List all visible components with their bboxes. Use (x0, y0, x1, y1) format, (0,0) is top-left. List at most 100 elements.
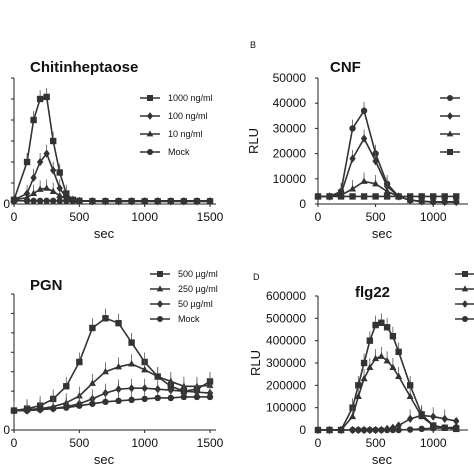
data-point (128, 384, 135, 393)
data-point (128, 197, 135, 205)
data-point (314, 426, 322, 434)
data-point (167, 394, 174, 402)
legend (455, 271, 474, 322)
data-point (36, 95, 44, 103)
data-point (372, 321, 379, 329)
data-point (383, 356, 391, 364)
data-point (355, 382, 362, 389)
y-tick-label: 0 (3, 423, 10, 437)
y-tick-label: 30000 (273, 121, 307, 135)
chart-panel-1: Chitinheptaose 0 500 1000 1500 sec 0 1000 ng/ml… (3, 59, 223, 241)
legend-marker (447, 95, 453, 101)
data-point (360, 426, 368, 434)
data-point (89, 197, 96, 205)
data-point (63, 383, 70, 390)
data-point (30, 173, 37, 182)
data-point (395, 193, 402, 200)
x-tick-label: 1500 (197, 436, 224, 450)
legend-marker (156, 285, 164, 292)
y-axis-label: RLU (248, 350, 263, 376)
data-point (372, 180, 380, 187)
x-axis-label: sec (94, 226, 115, 241)
series-line (13, 187, 210, 203)
data-point (50, 166, 57, 175)
data-point (69, 197, 77, 205)
series-line (14, 396, 210, 412)
data-point (10, 407, 18, 414)
data-point (383, 324, 391, 331)
series-line (14, 387, 211, 412)
data-point (180, 393, 188, 401)
data-point (141, 384, 148, 393)
series-4 (314, 193, 460, 200)
legend-marker (462, 316, 468, 322)
data-point (395, 426, 402, 434)
x-tick-label: 500 (366, 210, 386, 224)
x-tick-label: 1000 (420, 210, 447, 224)
x-tick-label: 1500 (197, 210, 224, 224)
data-point (389, 426, 397, 434)
legend-marker (447, 112, 453, 120)
x-axis-label: sec (94, 452, 115, 467)
data-point (50, 137, 57, 145)
data-point (154, 197, 161, 205)
series-line (13, 317, 211, 412)
data-point (128, 339, 135, 346)
series-line (318, 321, 457, 431)
data-point (453, 424, 460, 431)
data-point (30, 189, 38, 197)
series-4 (10, 387, 214, 414)
data-point (395, 372, 403, 379)
data-point (337, 426, 345, 434)
data-point (378, 426, 385, 434)
panel-title: flg22 (355, 284, 390, 301)
data-point (360, 359, 368, 367)
data-point (372, 157, 379, 166)
panel-title: PGN (30, 277, 63, 294)
data-point (453, 193, 460, 200)
data-point (50, 405, 57, 412)
data-point (56, 197, 63, 205)
x-tick-label: 1000 (131, 436, 158, 450)
legend-label: 1000 ng/ml (168, 93, 213, 103)
y-tick-label: 50000 (273, 71, 307, 85)
panel-letter: B (250, 40, 256, 50)
data-point (180, 197, 188, 205)
data-point (115, 197, 122, 205)
data-point (23, 407, 31, 414)
data-point (418, 425, 425, 433)
data-point (56, 184, 63, 193)
x-tick-label: 500 (366, 436, 386, 450)
data-point (395, 348, 402, 356)
data-point (372, 426, 379, 434)
data-point (360, 374, 368, 382)
legend-marker (157, 271, 163, 277)
data-point (360, 134, 368, 143)
data-point (115, 363, 123, 370)
data-point (30, 197, 37, 205)
data-point (349, 412, 357, 420)
y-tick-label: 10000 (273, 172, 307, 186)
data-point (141, 197, 148, 205)
legend-label: 10 ng/ml (168, 129, 203, 139)
legend-marker (146, 130, 154, 137)
legend-label: 500 µg/ml (178, 269, 218, 279)
chart-panel-3: PGN 0 500 1000 1500 sec 0 500 µg/ml 250 µg/ml 50 … (3, 269, 223, 467)
data-point (326, 193, 333, 200)
y-tick-label: 300000 (266, 356, 306, 370)
data-point (101, 367, 109, 375)
panel-title: Chitinheptaose (30, 59, 138, 76)
y-tick-label: 100000 (266, 401, 306, 415)
data-point (115, 319, 122, 327)
data-point (378, 319, 385, 326)
data-point (452, 198, 460, 205)
legend-marker (147, 112, 153, 120)
data-point (354, 392, 362, 400)
data-point (56, 169, 63, 176)
data-point (36, 197, 44, 205)
series-4 (314, 424, 460, 434)
x-tick-label: 1000 (420, 436, 447, 450)
series-1 (314, 313, 460, 434)
data-point (36, 406, 44, 413)
data-point (50, 197, 57, 205)
